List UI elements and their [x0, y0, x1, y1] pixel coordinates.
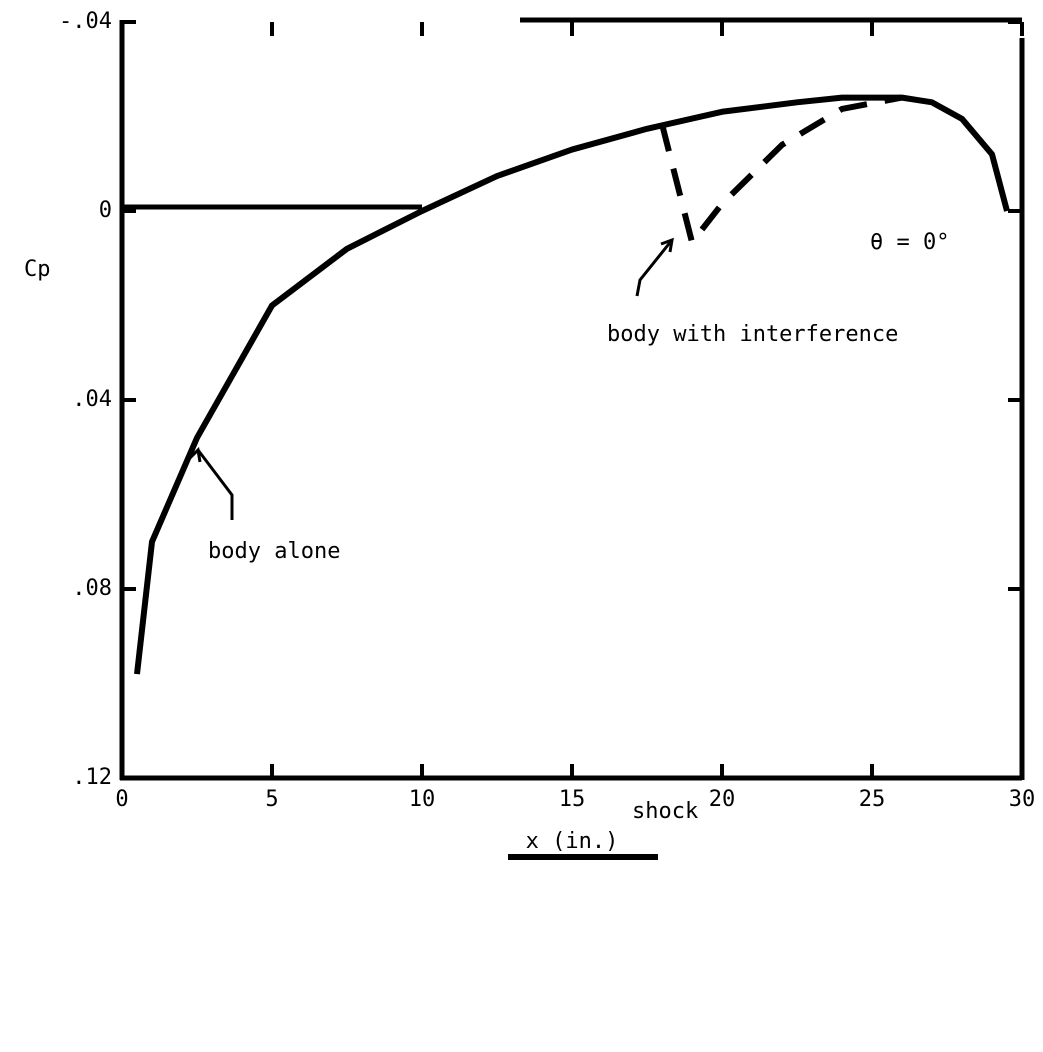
series-label: body with interference — [607, 322, 898, 347]
x-tick-label: 20 — [709, 787, 736, 812]
y-axis-label: Cp — [24, 257, 51, 282]
x-tick-label: 0 — [115, 787, 128, 812]
y-tick-label: .04 — [72, 387, 112, 412]
x-tick-label: 5 — [265, 787, 278, 812]
y-tick-label: 0 — [99, 198, 112, 223]
annotation: shock — [632, 799, 698, 824]
x-tick-label: 15 — [559, 787, 586, 812]
x-tick-label: 10 — [409, 787, 436, 812]
series-line — [134, 94, 1010, 675]
series-label: body alone — [208, 539, 340, 564]
y-tick-label: -.04 — [59, 9, 112, 34]
x-axis-label: x (in.) — [526, 829, 619, 854]
x-tick-label: 25 — [859, 787, 886, 812]
y-tick-label: .08 — [72, 576, 112, 601]
x-tick-label: 30 — [1009, 787, 1036, 812]
y-tick-label: .12 — [72, 765, 112, 790]
annotation: θ = 0° — [870, 230, 949, 255]
frame — [119, 17, 1025, 781]
series-line — [659, 94, 903, 246]
arrows — [188, 237, 674, 520]
